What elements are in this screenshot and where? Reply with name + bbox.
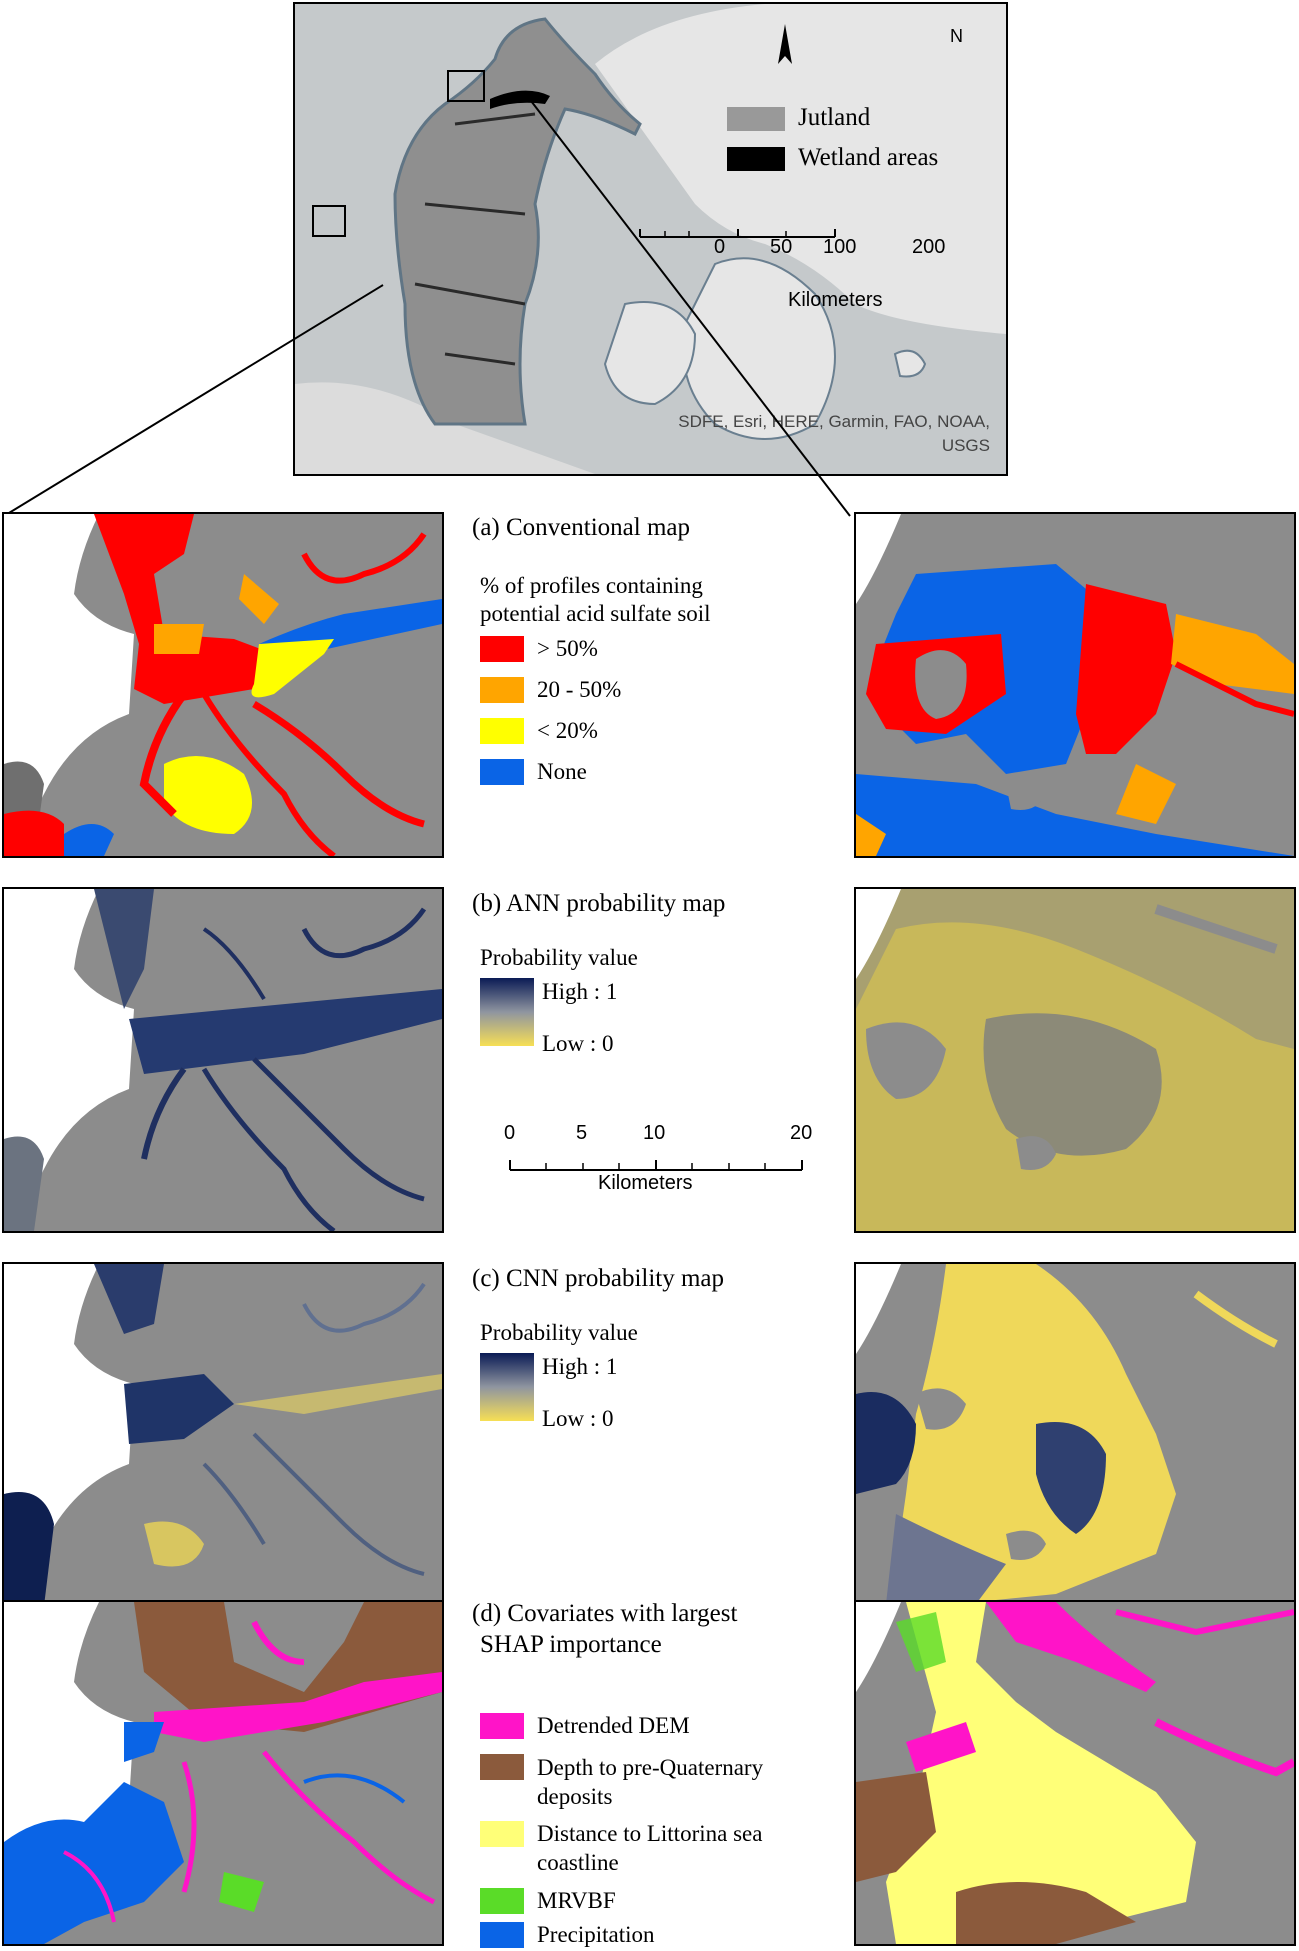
- panel-a-subtitle-line2: potential acid sulfate soil: [480, 601, 711, 626]
- panel-a-title: (a) Conventional map: [472, 514, 690, 541]
- panel-c-low-label: Low : 0: [542, 1406, 614, 1431]
- legend-label-none: None: [537, 759, 587, 784]
- legend-label-mrvbf: MRVBF: [537, 1888, 616, 1913]
- panel-a-right-map: [854, 512, 1296, 858]
- panel-b-right-map: [854, 887, 1296, 1233]
- detail-scale-tick-10: 10: [643, 1122, 666, 1144]
- panel-b-probability-ramp: [480, 978, 534, 1046]
- detail-scale-tick-20: 20: [790, 1122, 813, 1144]
- panel-c-title: (c) CNN probability map: [472, 1265, 725, 1292]
- map-credit-line2: USGS: [941, 436, 990, 455]
- panel-d-right-map: [854, 1600, 1296, 1946]
- detail-scale-tick-5: 5: [576, 1122, 588, 1144]
- map-credit-line1: SDFE, Esri, HERE, Garmin, FAO, NOAA,: [678, 412, 990, 431]
- legend-label-precipitation: Precipitation: [537, 1922, 655, 1947]
- legend-label-20-50: 20 - 50%: [537, 677, 622, 702]
- legend-label-depth-pre-quaternary-line1: Depth to pre-Quaternary: [537, 1755, 764, 1780]
- panel-c-probability-ramp: [480, 1353, 534, 1421]
- inset-connector-lines: [3, 96, 851, 517]
- panel-d-left-map: [2, 1600, 444, 1946]
- scale-tick-50: 50: [770, 236, 793, 258]
- panel-d-title-line1: (d) Covariates with largest: [472, 1600, 738, 1627]
- legend-label-depth-pre-quaternary-line2: deposits: [537, 1784, 613, 1809]
- panel-c-left-map: [2, 1262, 444, 1608]
- overview-map: N Jutland Wetland areas 0 50 100 200 Kil…: [293, 2, 1008, 476]
- legend-label-wetland: Wetland areas: [798, 144, 939, 171]
- detail-scale-unit: Kilometers: [598, 1172, 693, 1194]
- legend-swatch-lt20: [480, 718, 524, 744]
- legend-label-detrended-dem: Detrended DEM: [537, 1713, 690, 1738]
- panel-a-left-map: [2, 512, 444, 858]
- detail-scale-tick-0: 0: [504, 1122, 516, 1144]
- panel-b-low-label: Low : 0: [542, 1031, 614, 1056]
- legend-swatch-distance-littorina: [480, 1821, 524, 1847]
- detail-scale-bar: [509, 1160, 803, 1171]
- legend-label-gt50: > 50%: [537, 636, 598, 661]
- panel-b-title: (b) ANN probability map: [472, 890, 726, 917]
- legend-label-distance-littorina-line2: coastline: [537, 1850, 619, 1875]
- panel-b-left-map: [2, 887, 444, 1233]
- scale-tick-100: 100: [823, 236, 857, 258]
- legend-label-jutland: Jutland: [798, 104, 871, 131]
- legend-swatch-none: [480, 759, 524, 785]
- legend-label-distance-littorina-line1: Distance to Littorina sea: [537, 1821, 763, 1846]
- panel-d-title-line2: SHAP importance: [480, 1631, 662, 1658]
- overview-map-graphic: [295, 4, 1006, 474]
- panel-b-high-label: High : 1: [542, 979, 618, 1004]
- panel-a-subtitle-line1: % of profiles containing: [480, 573, 703, 598]
- legend-swatch-20-50: [480, 677, 524, 703]
- legend-swatch-jutland: [727, 107, 785, 131]
- legend-swatch-precipitation: [480, 1922, 524, 1948]
- panel-b-legend-title: Probability value: [480, 945, 638, 970]
- scale-unit: Kilometers: [788, 289, 883, 311]
- legend-swatch-depth-pre-quaternary: [480, 1754, 524, 1780]
- panel-c-high-label: High : 1: [542, 1354, 618, 1379]
- legend-swatch-gt50: [480, 636, 524, 662]
- legend-label-lt20: < 20%: [537, 718, 598, 743]
- panel-c-legend-title: Probability value: [480, 1320, 638, 1345]
- panel-c-right-map: [854, 1262, 1296, 1608]
- legend-swatch-detrended-dem: [480, 1713, 524, 1739]
- legend-swatch-wetland: [727, 147, 785, 171]
- legend-swatch-mrvbf: [480, 1888, 524, 1914]
- scale-tick-200: 200: [912, 236, 946, 258]
- scale-tick-0: 0: [714, 236, 726, 258]
- north-label: N: [950, 26, 963, 46]
